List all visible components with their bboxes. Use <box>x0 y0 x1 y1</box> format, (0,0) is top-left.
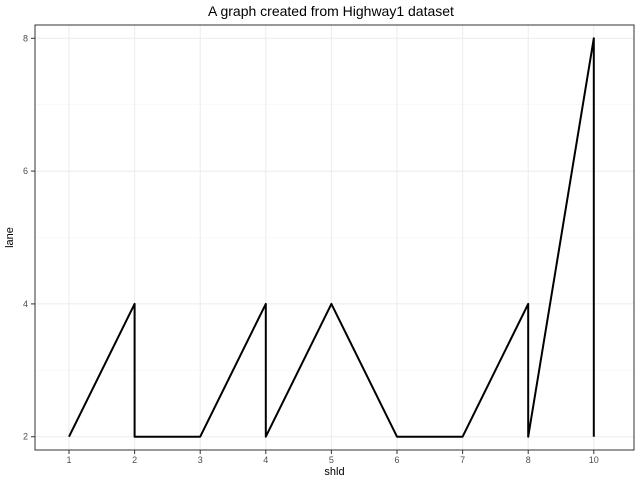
x-tick-label: 1 <box>66 455 71 465</box>
y-tick-label: 4 <box>23 299 28 309</box>
x-tick-label: 3 <box>198 455 203 465</box>
series-layer <box>68 37 595 438</box>
x-tick-label: 7 <box>460 455 465 465</box>
x-tick-label: 5 <box>329 455 334 465</box>
axes: 2 4 6 8 1 2 3 4 5 6 7 8 10 <box>23 33 599 465</box>
x-tick-label: 2 <box>132 455 137 465</box>
chart-title: A graph created from Highway1 dataset <box>208 3 454 19</box>
y-tick-label: 8 <box>23 33 28 43</box>
grid <box>35 25 634 450</box>
y-tick-label: 2 <box>23 432 28 442</box>
x-tick-label: 4 <box>263 455 268 465</box>
y-tick-label: 6 <box>23 166 28 176</box>
x-tick-label: 6 <box>394 455 399 465</box>
x-tick-label: 8 <box>526 455 531 465</box>
x-tick-label: 10 <box>589 455 599 465</box>
x-axis-title: shld <box>324 466 344 478</box>
series-line <box>68 37 595 438</box>
plot-panel <box>34 24 635 451</box>
y-axis-title: lane <box>4 227 16 248</box>
